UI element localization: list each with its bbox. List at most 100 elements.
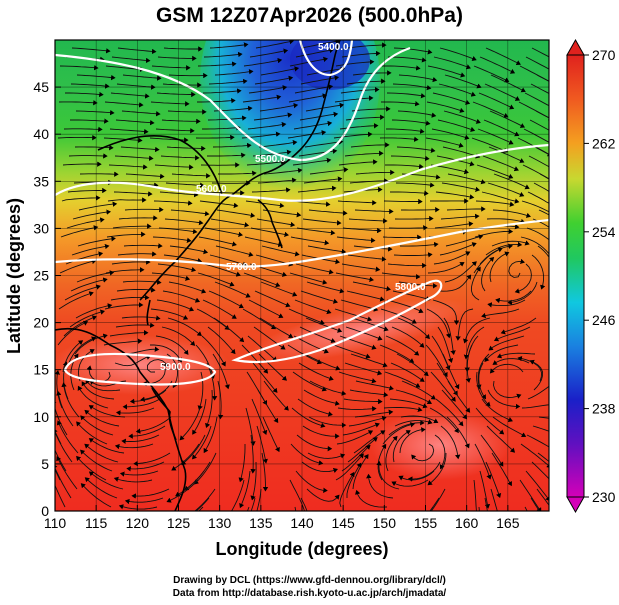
y-tick-label: 15 — [33, 362, 49, 378]
streamline — [63, 315, 97, 337]
streamline — [122, 279, 162, 285]
streamline — [382, 65, 421, 71]
streamline — [349, 389, 389, 398]
streamline — [257, 177, 297, 184]
streamline — [150, 308, 189, 320]
streamline — [398, 74, 438, 83]
colorbar-tick-label: 262 — [592, 135, 616, 151]
streamline — [70, 277, 108, 292]
streamline — [197, 61, 237, 67]
streamline — [199, 200, 239, 209]
streamline — [168, 72, 208, 79]
streamline — [84, 477, 118, 499]
streamline — [478, 362, 486, 400]
streamline — [299, 326, 336, 344]
streamline — [162, 290, 201, 303]
streamline — [391, 326, 425, 348]
streamline — [192, 425, 212, 460]
streamline — [260, 66, 300, 76]
streamline — [85, 379, 121, 392]
streamline — [333, 131, 373, 139]
streamline — [514, 263, 532, 294]
streamline — [341, 263, 381, 272]
streamline — [68, 153, 108, 159]
streamline — [296, 227, 336, 236]
streamline — [246, 159, 286, 166]
streamline — [355, 380, 394, 391]
streamline — [253, 112, 293, 121]
streamline — [489, 363, 524, 374]
streamline — [288, 93, 328, 103]
streamline — [157, 263, 197, 273]
streamline — [354, 409, 394, 418]
streamline — [260, 281, 298, 297]
streamline — [308, 209, 348, 216]
streamline — [242, 94, 282, 103]
streamline — [68, 336, 97, 364]
streamline — [192, 398, 207, 435]
streamline — [304, 353, 341, 371]
streamline — [203, 51, 243, 58]
streamline — [302, 425, 340, 439]
streamline — [342, 422, 380, 436]
streamline — [72, 209, 111, 220]
streamline — [81, 381, 115, 400]
streamline — [69, 309, 105, 328]
streamline — [56, 390, 74, 427]
streamline — [181, 434, 206, 466]
streamline — [411, 443, 435, 462]
streamline — [290, 443, 324, 466]
streamline — [386, 128, 425, 134]
streamline — [166, 479, 199, 503]
streamline — [114, 443, 154, 450]
streamline — [212, 353, 230, 390]
streamline — [366, 473, 394, 499]
streamline — [484, 497, 488, 511]
streamline — [399, 427, 426, 454]
streamline — [128, 425, 166, 439]
x-tick-label: 155 — [414, 515, 438, 531]
streamline — [167, 317, 202, 337]
streamline — [437, 119, 476, 132]
streamline — [110, 92, 150, 99]
streamline — [490, 488, 498, 511]
streamline — [532, 425, 549, 432]
streamline — [197, 272, 235, 287]
streamline — [389, 398, 428, 409]
streamline — [339, 335, 377, 350]
streamline — [77, 349, 95, 382]
streamline — [472, 101, 509, 118]
streamline — [56, 456, 78, 490]
streamline — [350, 353, 388, 368]
streamline — [508, 258, 525, 278]
streamline — [109, 128, 149, 135]
streamline — [439, 242, 477, 256]
streamline — [88, 471, 124, 490]
streamline — [205, 190, 245, 196]
streamline — [291, 407, 326, 428]
streamline — [71, 47, 111, 54]
streamline — [379, 136, 419, 142]
streamline — [262, 416, 280, 453]
streamline — [439, 47, 477, 62]
streamline — [292, 157, 332, 166]
streamline — [300, 75, 340, 85]
streamline — [155, 128, 195, 134]
streamline — [481, 191, 520, 204]
streamline — [471, 137, 509, 153]
streamline — [382, 422, 415, 445]
streamline — [76, 421, 108, 445]
streamline — [197, 371, 204, 411]
streamline — [147, 359, 169, 373]
streamline — [65, 91, 104, 98]
colorbar-tick-label: 230 — [592, 489, 616, 505]
streamline — [435, 191, 475, 200]
x-tick-label: 110 — [44, 515, 67, 531]
streamline — [208, 290, 244, 309]
streamline — [80, 415, 114, 436]
streamline — [163, 254, 203, 264]
streamline — [475, 407, 505, 435]
streamline — [429, 497, 440, 511]
streamline — [167, 109, 207, 115]
streamline — [493, 326, 531, 342]
